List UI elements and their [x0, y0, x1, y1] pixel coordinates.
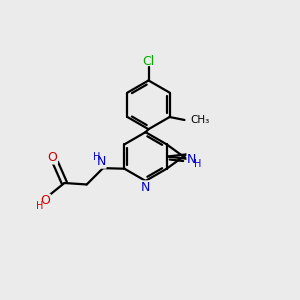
Text: O: O [48, 151, 57, 164]
Text: N: N [141, 181, 151, 194]
Text: H: H [194, 159, 201, 169]
Text: N: N [97, 155, 106, 168]
Text: O: O [40, 194, 50, 207]
Text: Cl: Cl [142, 55, 154, 68]
Text: H: H [36, 201, 44, 211]
Text: H: H [93, 152, 100, 162]
Text: CH₃: CH₃ [190, 115, 210, 125]
Text: N: N [187, 153, 196, 166]
